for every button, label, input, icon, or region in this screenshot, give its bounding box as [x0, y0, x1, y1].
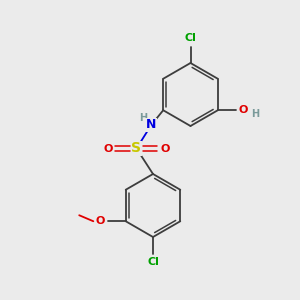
Text: Cl: Cl — [147, 256, 159, 267]
Text: O: O — [95, 216, 105, 226]
Text: O: O — [160, 143, 170, 154]
Text: S: S — [131, 142, 142, 155]
Text: N: N — [146, 118, 157, 131]
Text: O: O — [103, 143, 113, 154]
Text: Cl: Cl — [184, 33, 196, 43]
Text: O: O — [238, 105, 248, 115]
Text: H: H — [251, 109, 259, 119]
Text: H: H — [139, 113, 147, 123]
